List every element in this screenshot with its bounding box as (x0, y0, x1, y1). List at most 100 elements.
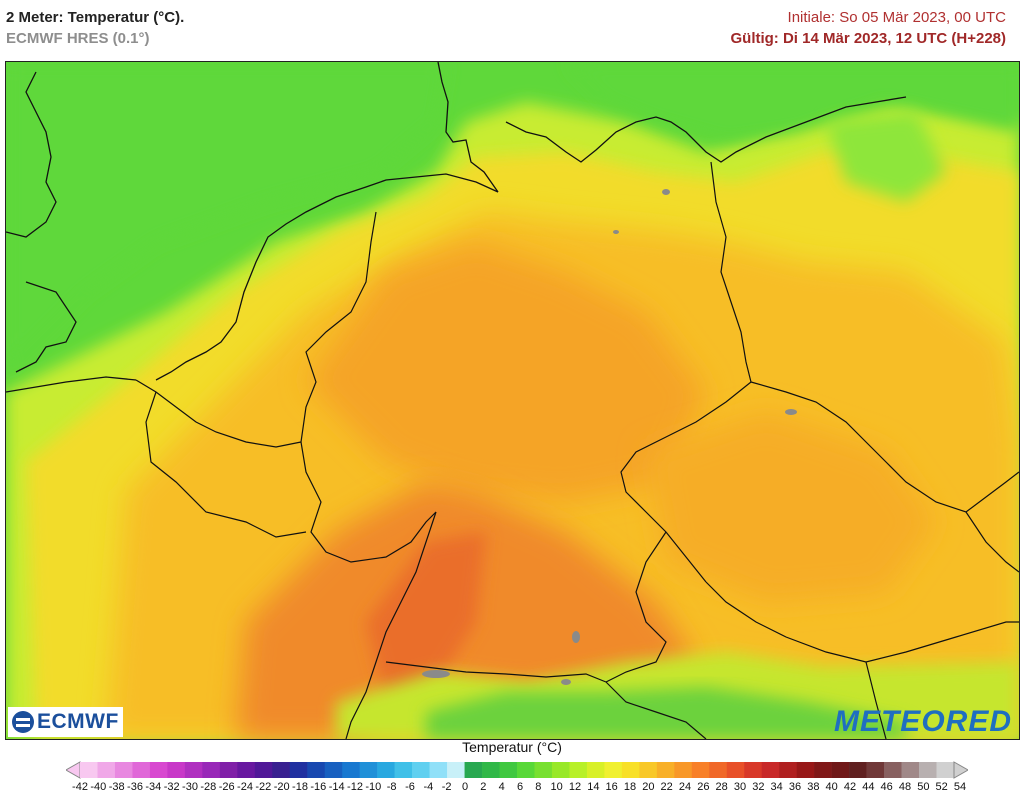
legend-swatch (377, 762, 395, 778)
map-title: 2 Meter: Temperatur (°C). (6, 9, 185, 26)
legend-swatch (412, 762, 430, 778)
legend-tick-label: 30 (733, 781, 747, 793)
coastlines (6, 62, 907, 393)
legend-swatch (849, 762, 867, 778)
legend-swatch (604, 762, 623, 778)
legend-swatch (534, 762, 553, 778)
legend-tick-label: -32 (163, 781, 180, 793)
legend-tick-label: -42 (72, 781, 88, 793)
legend-tick-label: 38 (807, 781, 820, 793)
legend-swatch (569, 762, 588, 778)
legend-swatch (447, 762, 465, 778)
legend-tick-label: 10 (550, 781, 563, 793)
legend-swatch (97, 762, 116, 778)
legend-tick-label: 54 (953, 781, 967, 793)
legend-swatch (674, 762, 693, 778)
legend-tick-label: -2 (441, 781, 452, 793)
legend-swatch (656, 762, 675, 778)
legend-tick-label: -38 (108, 781, 125, 793)
orange-zone-east (646, 412, 936, 602)
legend-tick-label: -26 (218, 781, 235, 793)
legend-tick-label: 32 (752, 781, 765, 793)
legend-swatch (744, 762, 763, 778)
legend-tick-label: 18 (623, 781, 637, 793)
legend-swatch (289, 762, 308, 778)
legend-tick-label: -6 (405, 781, 415, 793)
legend-swatch (219, 762, 238, 778)
legend-tick-label: 34 (770, 781, 783, 793)
legend-swatch (324, 762, 343, 778)
legend-tick-label: 0 (461, 781, 469, 793)
lakes (422, 189, 797, 685)
legend-tick-label: 16 (605, 781, 618, 793)
legend-swatch (342, 762, 360, 778)
legend-tick-label: 36 (788, 781, 802, 793)
legend-tick-label: 20 (642, 781, 655, 793)
legend-swatch (866, 762, 885, 778)
legend-swatch (80, 762, 98, 778)
map-canvas (6, 62, 1019, 739)
legend-swatch (761, 762, 780, 778)
legend-swatch (429, 762, 448, 778)
color-legend (64, 760, 970, 785)
legend-swatch (307, 762, 326, 778)
legend-swatch (639, 762, 658, 778)
orange-zone-north (306, 242, 706, 502)
legend-swatch (796, 762, 815, 778)
legend-tick-label: 14 (587, 781, 600, 793)
legend-tick-label: -8 (386, 781, 397, 793)
legend-swatch (254, 762, 273, 778)
legend-swatch (359, 762, 378, 778)
legend-swatch (919, 762, 937, 778)
header-left: 2 Meter: Temperatur (°C). ECMWF HRES (0.… (6, 8, 184, 49)
ecmwf-logo-text: ECMWF (37, 710, 119, 733)
legend-swatch (237, 762, 256, 778)
legend-tick-label: -34 (145, 781, 162, 793)
legend-swatch (464, 762, 483, 778)
legend-arrow-left (64, 761, 81, 779)
legend-tick-label: -36 (127, 781, 143, 793)
legend-tick-label: 12 (568, 781, 582, 793)
legend-tick-label: 50 (917, 781, 930, 793)
meteored-logo: METEORED (833, 705, 1012, 738)
legend-tick-label: -24 (237, 781, 253, 793)
legend-tick-label: -22 (255, 781, 272, 793)
legend-swatch (709, 762, 728, 778)
legend-swatch (936, 762, 955, 778)
legend-tick-label: 48 (898, 781, 912, 793)
legend-tick-label: 46 (880, 781, 893, 793)
legend-swatch (814, 762, 832, 778)
legend-tick-label: -18 (292, 781, 308, 793)
legend-swatch (482, 762, 500, 778)
legend-swatch (149, 762, 168, 778)
legend-swatch (517, 762, 535, 778)
legend-tick-label: -28 (200, 781, 217, 793)
alps-cold-zone (426, 687, 906, 739)
country-borders (135, 161, 1019, 739)
legend-arrow-right (953, 761, 970, 779)
legend-title: Temperatur (°C) (462, 739, 562, 755)
legend-tick-label: 52 (935, 781, 948, 793)
model-label: ECMWF HRES (0.1°) (6, 30, 150, 47)
legend-swatch (901, 762, 920, 778)
legend-swatch (779, 762, 797, 778)
legend-tick-label: -12 (347, 781, 363, 793)
valid-time: Gültig: Di 14 Mär 2023, 12 UTC (H+228) (730, 30, 1006, 47)
legend-tick-label: 24 (678, 781, 692, 793)
legend-tick-label: -14 (328, 781, 345, 793)
legend-swatch (831, 762, 850, 778)
header-right: Initiale: So 05 Mär 2023, 00 UTC Gültig:… (730, 8, 1006, 49)
legend-swatch (499, 762, 518, 778)
legend-swatch (726, 762, 745, 778)
legend-tick-label: -30 (182, 781, 198, 793)
temperature-map[interactable] (5, 61, 1020, 740)
legend-tick-label: 4 (498, 781, 505, 793)
hottest-zone (366, 532, 486, 702)
legend-tick-label: 8 (535, 781, 542, 793)
legend-swatch (551, 762, 570, 778)
legend-tick-label: 6 (516, 781, 524, 793)
legend-swatch (114, 762, 133, 778)
initial-time: Initiale: So 05 Mär 2023, 00 UTC (787, 9, 1006, 26)
legend-swatch (394, 762, 413, 778)
ecmwf-logo-icon (12, 711, 34, 733)
